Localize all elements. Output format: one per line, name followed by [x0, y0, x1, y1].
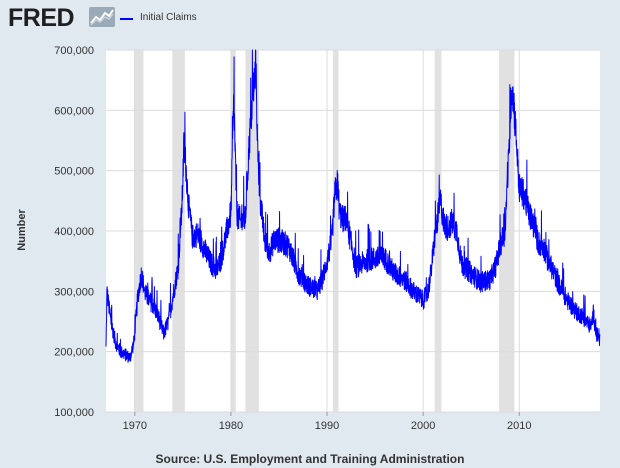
y-tick-label: 600,000: [54, 105, 94, 117]
y-tick-label: 300,000: [54, 286, 94, 298]
chart-header: FRED Initial Claims: [0, 0, 620, 40]
legend-label: Initial Claims: [140, 12, 197, 23]
x-tick-label: 1990: [315, 420, 339, 432]
fred-logo[interactable]: FRED: [8, 4, 75, 32]
y-tick-label: 200,000: [54, 347, 94, 359]
y-tick-label: 100,000: [54, 407, 94, 419]
y-tick-label: 700,000: [54, 45, 94, 57]
source-note: Source: U.S. Employment and Training Adm…: [155, 452, 465, 466]
y-axis-label: Number: [16, 209, 28, 251]
series-line-initial-claims: [105, 49, 601, 363]
x-tick-label: 2000: [411, 420, 435, 432]
y-tick-label: 400,000: [54, 226, 94, 238]
trend-chart-icon: [89, 7, 115, 27]
x-tick-label: 2010: [507, 420, 531, 432]
y-tick-label: 500,000: [54, 166, 94, 178]
x-tick-label: 1970: [123, 420, 147, 432]
legend-swatch: [120, 18, 133, 20]
x-tick-label: 1980: [219, 420, 243, 432]
